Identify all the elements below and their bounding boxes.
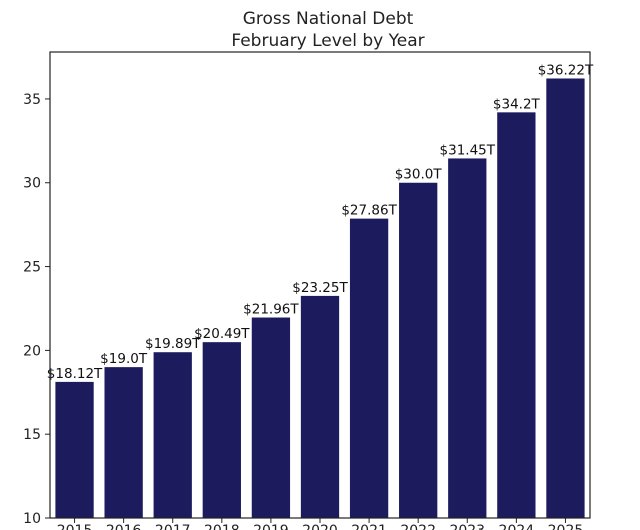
axes-frame <box>49 51 591 519</box>
bar <box>202 342 241 518</box>
bar <box>399 182 438 518</box>
x-tick-label: 2023 <box>449 523 485 530</box>
chart-title: Gross National Debt <box>243 9 414 29</box>
bar <box>349 218 389 518</box>
bar <box>300 295 340 518</box>
x-tick-label: 2024 <box>499 523 535 530</box>
y-tick-label: 20 <box>23 343 41 359</box>
bar <box>153 352 192 518</box>
data-label: $27.86T <box>341 203 397 219</box>
y-tick-label: 10 <box>23 511 41 527</box>
data-label: $31.45T <box>440 142 496 158</box>
data-label: $36.22T <box>538 62 594 78</box>
x-tick-label: 2022 <box>400 523 436 530</box>
chart-subtitle: February Level by Year <box>231 31 424 51</box>
data-label: $19.0T <box>100 351 148 367</box>
data-label: $18.12T <box>47 366 103 382</box>
x-tick-label: 2019 <box>253 523 289 530</box>
x-tick-label: 2017 <box>155 523 191 530</box>
x-tick-label: 2016 <box>106 523 142 530</box>
data-label: $23.25T <box>292 280 348 296</box>
data-label: $30.0T <box>395 167 443 183</box>
bar <box>104 367 143 518</box>
plot-area: 101520253035$18.12T2015$19.0T2016$19.89T… <box>23 51 594 530</box>
data-label: $19.89T <box>145 336 201 352</box>
data-label: $34.2T <box>493 96 541 112</box>
bar <box>497 112 536 518</box>
bar <box>251 317 291 518</box>
x-tick-label: 2021 <box>351 523 387 530</box>
x-tick-label: 2018 <box>204 523 240 530</box>
y-tick-label: 15 <box>23 427 41 443</box>
bar <box>546 78 585 518</box>
bar <box>55 381 94 518</box>
data-label: $20.49T <box>194 326 250 342</box>
x-tick-label: 2015 <box>57 523 93 530</box>
y-tick-label: 30 <box>23 176 41 192</box>
y-tick-label: 25 <box>23 260 41 276</box>
x-tick-label: 2020 <box>302 523 338 530</box>
data-label: $21.96T <box>243 302 299 318</box>
y-tick-label: 35 <box>23 92 41 108</box>
bar <box>448 158 487 518</box>
